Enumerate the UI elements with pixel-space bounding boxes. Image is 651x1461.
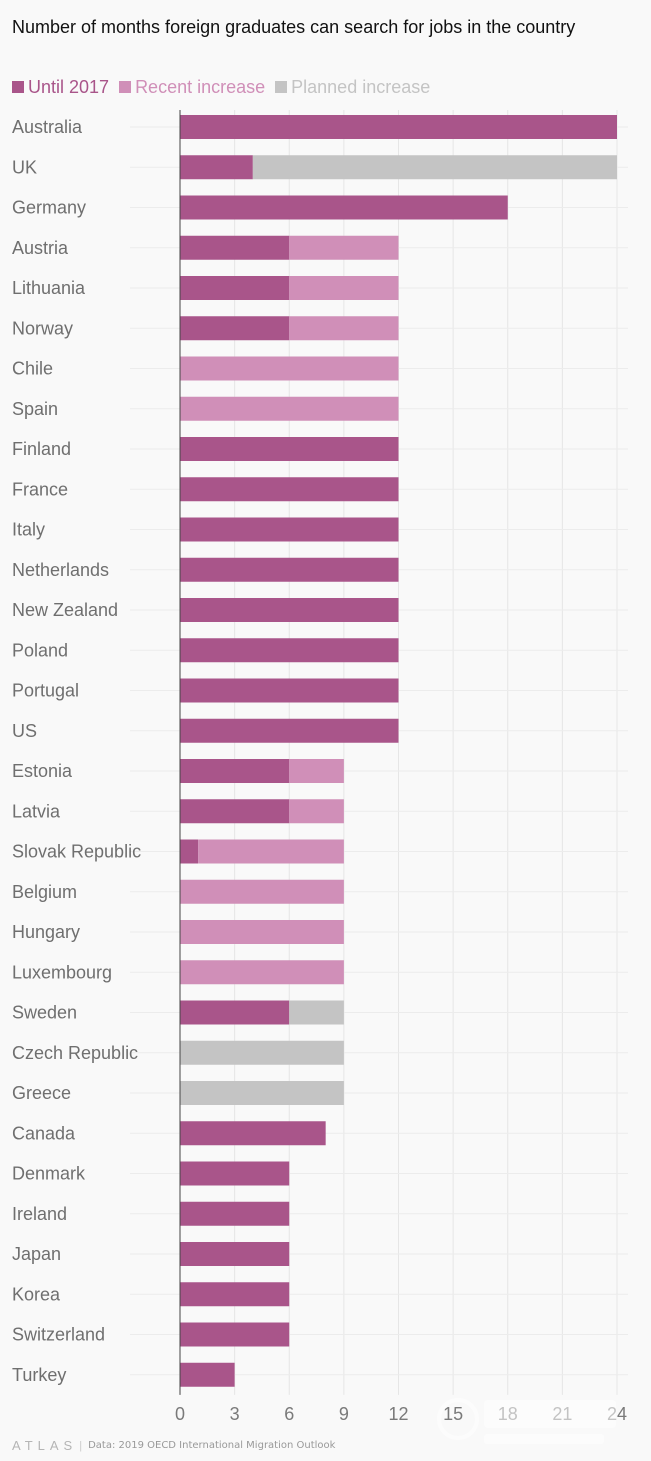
category-label: Greece: [12, 1083, 71, 1103]
bar-segment: [180, 1121, 326, 1146]
category-label: Luxembourg: [12, 962, 112, 982]
category-label: Australia: [12, 117, 83, 137]
category-label: Lithuania: [12, 278, 86, 298]
x-tick-label: 12: [388, 1404, 408, 1424]
category-label: New Zealand: [12, 600, 118, 620]
bar-segment: [180, 115, 617, 139]
footer: ATLAS | Data: 2019 OECD International Mi…: [12, 1438, 335, 1453]
bar-segment: [180, 155, 253, 180]
bar-segment: [180, 276, 290, 300]
x-tick-label: 9: [339, 1404, 349, 1424]
legend-label-recent-increase: Recent increase: [135, 76, 266, 97]
bar-segment: [180, 879, 344, 904]
category-label: Norway: [12, 318, 73, 338]
category-label: Poland: [12, 640, 68, 660]
bar-segment: [198, 839, 344, 864]
footer-separator: |: [79, 1439, 83, 1452]
bar-segment: [180, 557, 399, 582]
bar-segment: [180, 1242, 290, 1266]
bar-segment: [289, 1000, 344, 1025]
legend-item-planned-increase: Planned increase: [275, 77, 430, 98]
bar-segment: [180, 1201, 290, 1226]
category-label: Belgium: [12, 882, 77, 902]
bar-segment: [180, 718, 399, 743]
x-tick-label: 0: [175, 1404, 185, 1424]
bar-segment: [252, 155, 618, 180]
bar-segment: [289, 759, 344, 783]
x-tick-label: 15: [443, 1404, 463, 1424]
source-note: Data: 2019 OECD International Migration …: [88, 1440, 336, 1451]
bar-segment: [289, 276, 399, 300]
bar-segment: [180, 598, 399, 622]
category-label: Germany: [12, 198, 86, 218]
category-label: Turkey: [12, 1365, 66, 1385]
category-label: Italy: [12, 520, 45, 540]
legend-label-until-2017: Until 2017: [28, 76, 110, 97]
stacked-bar-chart: Australia UK Germany Austria Lithuania Norway…: [12, 110, 628, 1424]
bar-segment: [180, 195, 508, 220]
legend-item-until-2017: Until 2017: [12, 77, 109, 98]
bar-segment: [289, 799, 344, 824]
bar-segment: [180, 1161, 290, 1186]
category-label: Hungary: [12, 922, 80, 942]
category-label: Slovak Republic: [12, 842, 141, 862]
bar-segment: [180, 1362, 235, 1387]
x-tick-label: 6: [284, 1404, 294, 1424]
category-label: Czech Republic: [12, 1043, 138, 1063]
category-label: UK: [12, 157, 37, 177]
bar-segment: [180, 235, 290, 260]
x-tick-label: 3: [230, 1404, 240, 1424]
category-label: Japan: [12, 1244, 61, 1264]
watermark-logo-icon: [437, 1398, 616, 1444]
legend-swatch-planned-increase: [275, 81, 288, 93]
category-label: Netherlands: [12, 560, 109, 580]
bar-segment: [180, 759, 290, 783]
bar-segment: [180, 356, 399, 381]
bar-segment: [180, 1322, 290, 1347]
legend: Until 2017 Recent increase Planned incre…: [12, 76, 440, 98]
bar-segment: [180, 638, 399, 663]
category-label: US: [12, 721, 37, 741]
bar-segment: [180, 678, 399, 703]
bar-segment: [180, 396, 399, 421]
atlas-logo: ATLAS: [12, 1438, 78, 1453]
legend-item-recent-increase: Recent increase: [119, 77, 265, 98]
category-label: Sweden: [12, 1003, 77, 1023]
bar-segment: [180, 920, 344, 944]
bar-segment: [180, 1282, 290, 1307]
bar-segment: [180, 1081, 344, 1105]
chart-title: Number of months foreign graduates can s…: [12, 17, 576, 37]
bar-segment: [180, 1000, 290, 1025]
legend-label-planned-increase: Planned increase: [291, 76, 431, 97]
bar-segment: [289, 316, 399, 341]
category-label: Switzerland: [12, 1325, 105, 1345]
category-label: Ireland: [12, 1204, 67, 1224]
legend-swatch-until-2017: [12, 81, 24, 93]
category-label: Korea: [12, 1284, 61, 1304]
bar-segment: [180, 799, 290, 824]
category-label: France: [12, 479, 68, 499]
bar-segment: [180, 477, 399, 502]
legend-swatch-recent-increase: [119, 81, 132, 93]
bar-segment: [180, 437, 399, 461]
category-label: Finland: [12, 439, 71, 459]
bar-segment: [180, 960, 344, 985]
category-label: Spain: [12, 399, 58, 419]
category-label: Latvia: [12, 801, 61, 821]
category-label: Austria: [12, 238, 69, 258]
category-label: Estonia: [12, 761, 73, 781]
bar-segment: [180, 839, 199, 864]
bar-segment: [180, 1040, 344, 1065]
category-label: Chile: [12, 359, 53, 379]
category-label: Denmark: [12, 1164, 86, 1184]
bar-segment: [180, 517, 399, 542]
bar-segment: [289, 235, 399, 260]
category-label: Portugal: [12, 681, 79, 701]
bar-segment: [180, 316, 290, 341]
category-label: Canada: [12, 1123, 76, 1143]
